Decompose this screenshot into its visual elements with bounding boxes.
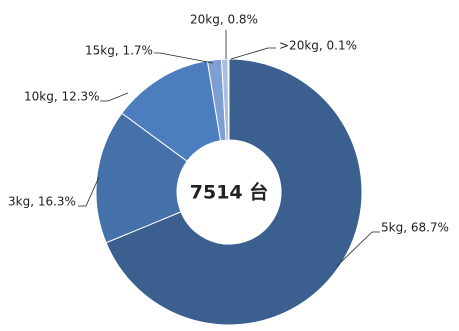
leader-line xyxy=(100,92,129,102)
data-label: 5kg, 68.7% xyxy=(381,221,449,235)
leader-line xyxy=(78,176,100,207)
data-label: 3kg, 16.3% xyxy=(8,195,76,209)
data-label: 15kg, 1.7% xyxy=(85,44,153,58)
leader-line xyxy=(154,52,214,64)
slice xyxy=(95,112,188,244)
leader-line xyxy=(230,47,276,60)
data-label: 20kg, 0.8% xyxy=(190,13,258,27)
data-label: >20kg, 0.1% xyxy=(279,39,357,53)
slice xyxy=(105,58,363,326)
slice xyxy=(227,58,230,141)
data-label: 10kg, 12.3% xyxy=(24,90,100,104)
center-label: 7514 台 xyxy=(190,181,269,204)
leader-line xyxy=(336,231,380,267)
